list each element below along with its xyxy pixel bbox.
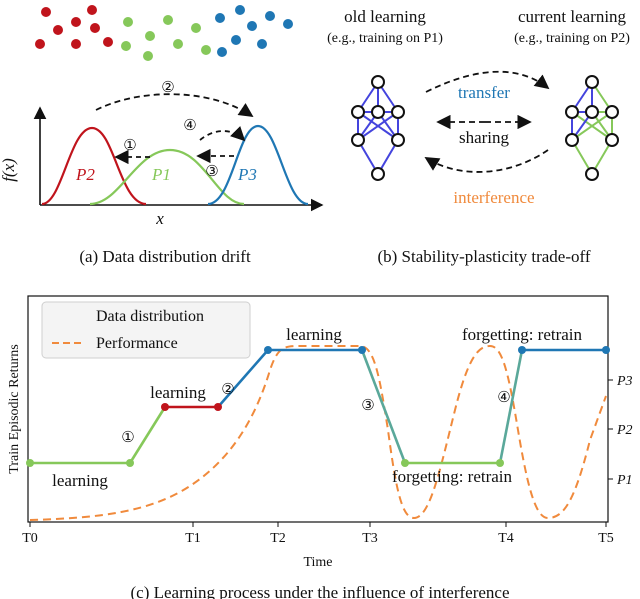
number-1: ① (123, 136, 136, 154)
old-learning-sub: (e.g., training on P1) (327, 31, 443, 46)
annot-learning-1: learning (52, 471, 108, 490)
arrow-2 (95, 93, 254, 117)
transfer-arrow (425, 70, 550, 93)
panel-c-ylabel: Train Episodic Returns (7, 344, 22, 473)
plot-frame (27, 295, 609, 523)
scatter-dots (35, 5, 293, 61)
panel-c: Train Episodic Returns Time T0 T1 T2 T3 … (7, 295, 633, 599)
marker-2: ② (221, 380, 234, 398)
old-learning-title: old learning (344, 7, 426, 26)
distribution-points (26, 346, 610, 467)
annot-learning-3: learning (286, 325, 342, 344)
marker-1: ① (121, 428, 134, 446)
number-2: ② (161, 78, 174, 96)
current-network (571, 81, 613, 175)
annot-forgetting-1: forgetting: retrain (392, 467, 513, 486)
ytick-p2: P2 (616, 423, 633, 438)
curve-p3 (207, 124, 309, 206)
caption-c: (c) Learning process under the influence… (131, 583, 510, 599)
tick-t3: T3 (362, 531, 378, 546)
arrow-4 (199, 126, 246, 142)
marker-3: ③ (361, 396, 374, 414)
tick-t2: T2 (270, 531, 286, 546)
tick-t0: T0 (22, 531, 38, 546)
curve-p2 (41, 126, 147, 206)
tick-t4: T4 (498, 531, 514, 546)
number-3: ③ (205, 162, 218, 180)
sharing-label: sharing (459, 128, 510, 147)
annot-learning-2: learning (150, 383, 206, 402)
old-network (357, 81, 399, 175)
distribution-line (30, 348, 606, 465)
panel-a: f(x) x P2 P1 P3 ② ① ④ ③ (a) Data distrib… (0, 5, 324, 266)
panel-c-xlabel: Time (303, 555, 332, 570)
ytick-p1: P1 (616, 473, 633, 488)
performance-curve (29, 344, 607, 521)
caption-b: (b) Stability-plasticity trade-off (377, 247, 590, 266)
panel-a-axes: f(x) x (0, 106, 324, 228)
label-p3: P3 (237, 165, 257, 184)
marker-4: ④ (497, 388, 510, 406)
x-ticks (29, 522, 607, 527)
current-learning-title: current learning (518, 7, 627, 26)
interference-arrow (424, 149, 549, 173)
transfer-label: transfer (458, 83, 510, 102)
old-network-nodes (351, 75, 405, 181)
panel-a-xlabel: x (155, 209, 164, 228)
ytick-p3: P3 (616, 374, 633, 389)
tick-t1: T1 (185, 531, 201, 546)
label-p2: P2 (75, 165, 95, 184)
legend-distribution: Data distribution (96, 308, 204, 325)
number-4: ④ (183, 116, 196, 134)
current-network-nodes (565, 75, 619, 181)
panel-b: old learning (e.g., training on P1) curr… (327, 7, 630, 266)
current-learning-sub: (e.g., training on P2) (514, 31, 630, 46)
legend: Data distribution Performance (41, 301, 251, 359)
annot-forgetting-2: forgetting: retrain (462, 325, 583, 344)
panel-a-ylabel: f(x) (0, 158, 18, 182)
label-p1: P1 (151, 165, 171, 184)
y-ticks (608, 379, 613, 480)
tick-t5: T5 (598, 531, 614, 546)
interference-label: interference (453, 188, 534, 207)
legend-performance: Performance (96, 335, 178, 352)
caption-a: (a) Data distribution drift (79, 247, 251, 266)
